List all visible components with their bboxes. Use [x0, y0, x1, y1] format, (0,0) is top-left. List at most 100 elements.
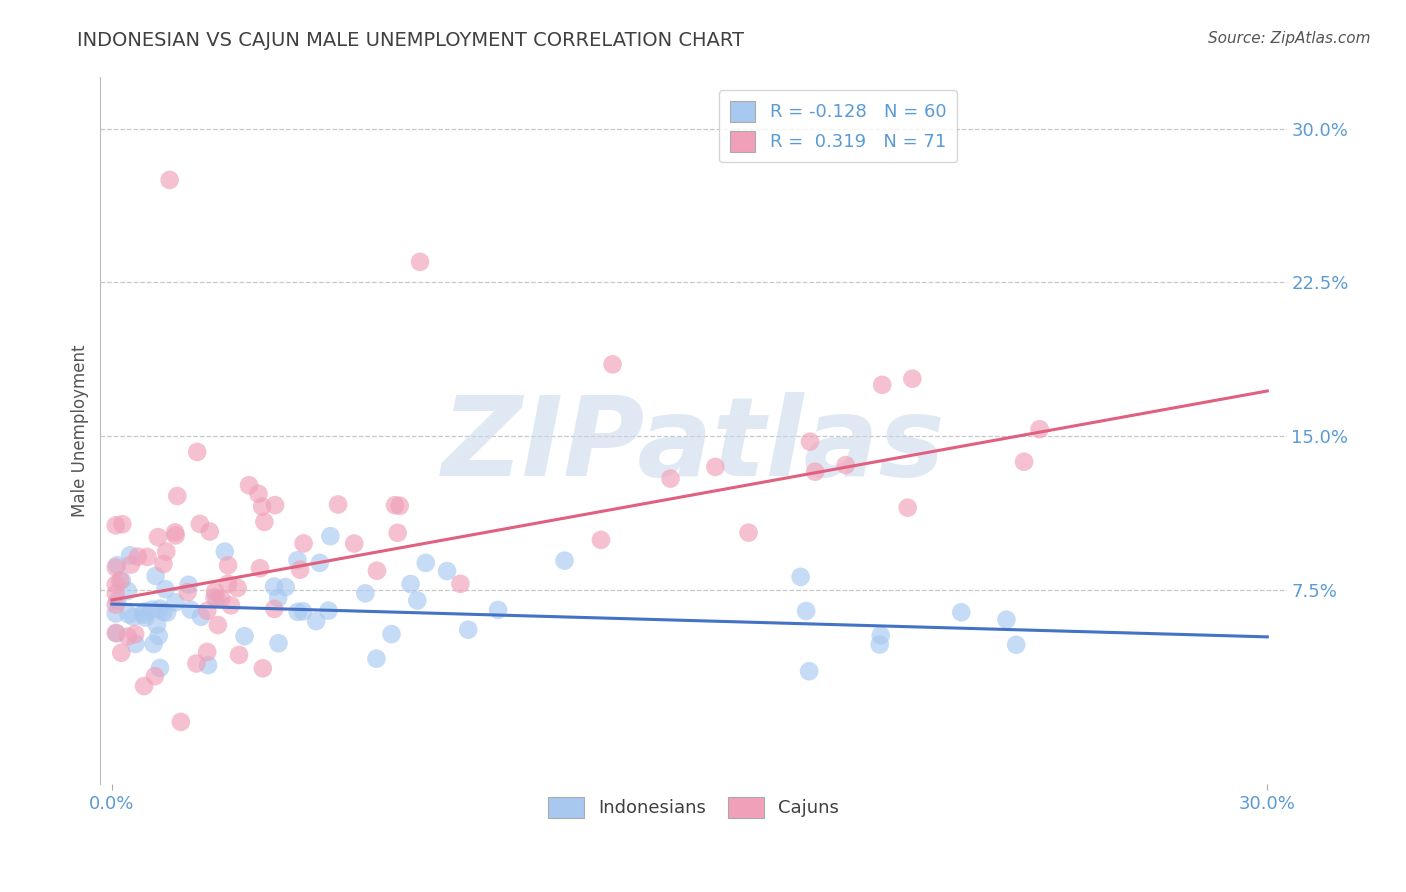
Point [219, 599, 242, 613]
Point [249, 561, 271, 575]
Point [436, 564, 458, 578]
Point [165, 528, 187, 542]
Point [186, 445, 208, 459]
Point [165, 525, 187, 540]
Point [602, 357, 624, 371]
Point [226, 581, 249, 595]
Point [176, 585, 198, 599]
Point [238, 478, 260, 492]
Point [111, 517, 134, 532]
Point [120, 558, 142, 572]
Point [124, 637, 146, 651]
Point [253, 515, 276, 529]
Point [124, 627, 146, 641]
Point [149, 601, 172, 615]
Point [804, 465, 827, 479]
Point [250, 500, 273, 514]
Point [180, 602, 202, 616]
Point [159, 173, 181, 187]
Point [190, 609, 212, 624]
Point [449, 577, 471, 591]
Point [127, 549, 149, 564]
Point [110, 574, 132, 588]
Point [789, 570, 811, 584]
Point [228, 648, 250, 662]
Point [950, 605, 973, 619]
Point [165, 595, 187, 609]
Point [146, 530, 169, 544]
Point [197, 658, 219, 673]
Point [177, 578, 200, 592]
Point [217, 577, 239, 591]
Point [486, 603, 509, 617]
Point [343, 536, 366, 550]
Point [263, 602, 285, 616]
Point [399, 577, 422, 591]
Point [589, 533, 612, 547]
Point [406, 593, 429, 607]
Point [659, 472, 682, 486]
Point [134, 610, 156, 624]
Point [287, 553, 309, 567]
Point [152, 605, 174, 619]
Point [380, 627, 402, 641]
Point [132, 607, 155, 622]
Point [287, 605, 309, 619]
Text: INDONESIAN VS CAJUN MALE UNEMPLOYMENT CORRELATION CHART: INDONESIAN VS CAJUN MALE UNEMPLOYMENT CO… [77, 31, 744, 50]
Point [704, 459, 727, 474]
Point [136, 549, 159, 564]
Text: ZIPatlas: ZIPatlas [441, 392, 945, 499]
Point [170, 714, 193, 729]
Point [104, 607, 127, 621]
Text: Source: ZipAtlas.com: Source: ZipAtlas.com [1208, 31, 1371, 46]
Point [146, 617, 169, 632]
Point [122, 609, 145, 624]
Point [207, 618, 229, 632]
Point [737, 525, 759, 540]
Point [388, 499, 411, 513]
Point [1012, 455, 1035, 469]
Point [415, 556, 437, 570]
Point [834, 458, 856, 472]
Point [366, 651, 388, 665]
Point [104, 586, 127, 600]
Point [118, 549, 141, 563]
Point [263, 580, 285, 594]
Point [274, 580, 297, 594]
Point [387, 525, 409, 540]
Point [292, 536, 315, 550]
Point [104, 598, 127, 612]
Point [105, 558, 128, 573]
Point [326, 498, 349, 512]
Point [152, 557, 174, 571]
Point [134, 604, 156, 618]
Point [117, 583, 139, 598]
Point [188, 516, 211, 531]
Point [292, 604, 315, 618]
Point [117, 607, 139, 622]
Point [318, 604, 340, 618]
Point [117, 630, 139, 644]
Point [104, 577, 127, 591]
Point [104, 518, 127, 533]
Point [217, 558, 239, 573]
Point [354, 586, 377, 600]
Point [107, 594, 129, 608]
Point [869, 628, 891, 642]
Point [141, 602, 163, 616]
Point [288, 563, 311, 577]
Point [995, 613, 1018, 627]
Point [267, 636, 290, 650]
Point [111, 574, 134, 588]
Point [186, 657, 208, 671]
Point [457, 623, 479, 637]
Point [166, 489, 188, 503]
Point [104, 625, 127, 640]
Point [252, 661, 274, 675]
Point [264, 498, 287, 512]
Point [155, 544, 177, 558]
Point [204, 591, 226, 605]
Point [901, 372, 924, 386]
Point [155, 582, 177, 597]
Point [209, 591, 232, 606]
